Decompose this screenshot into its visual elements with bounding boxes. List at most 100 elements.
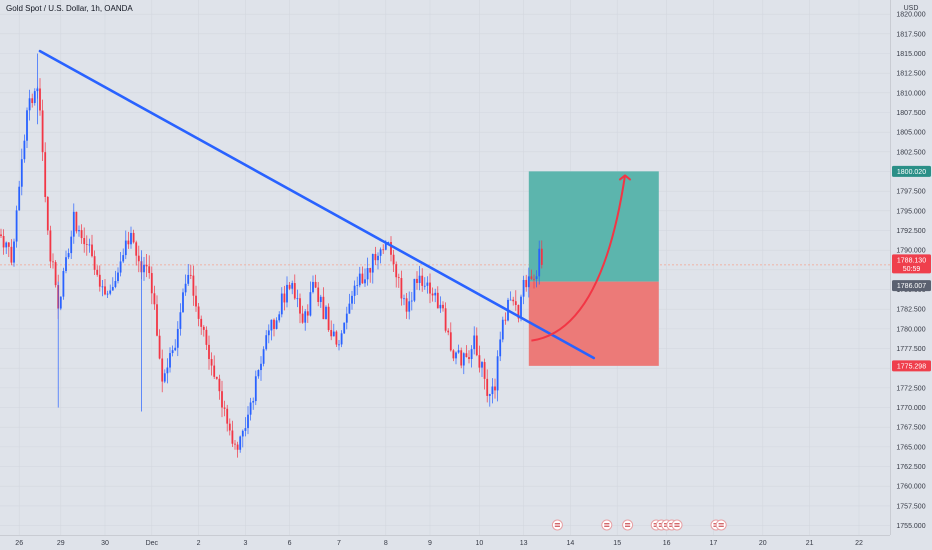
time-tick-label: 15: [613, 540, 621, 547]
candle-body: [280, 293, 283, 315]
candle-body: [106, 293, 109, 295]
candle-body: [525, 279, 528, 288]
time-tick-label: Dec: [146, 540, 159, 547]
candle-body: [215, 376, 218, 379]
candle-body: [122, 255, 125, 262]
candle-body: [228, 423, 231, 431]
time-tick-label: 6: [288, 540, 292, 547]
candle-body: [530, 276, 533, 279]
candle-body: [20, 159, 23, 187]
candle-body: [301, 313, 304, 323]
candle-body: [137, 255, 140, 262]
candle-body: [304, 311, 307, 323]
price-tick-label: 1765.000: [896, 444, 925, 451]
candle-body: [80, 230, 83, 239]
candle-body: [119, 261, 122, 273]
candle-body: [23, 140, 26, 160]
candle-body: [39, 88, 41, 111]
price-tick-label: 1820.000: [896, 12, 925, 19]
candle-body: [374, 253, 377, 261]
candle-body: [520, 296, 522, 319]
candle-body: [283, 293, 286, 303]
candle-body: [371, 253, 374, 273]
candle-body: [226, 408, 229, 424]
event-flag-icon[interactable]: [715, 519, 727, 531]
candle-body: [278, 314, 281, 321]
time-tick-label: 13: [520, 540, 528, 547]
candle-body: [31, 98, 34, 104]
candles: [0, 53, 543, 458]
time-tick-label: 17: [710, 540, 718, 547]
projection-arrow[interactable]: [531, 174, 631, 342]
candle-body: [33, 91, 36, 104]
stop-zone[interactable]: [528, 281, 659, 366]
candle-body: [174, 347, 177, 351]
candle-body: [148, 266, 151, 274]
time-axis[interactable]: [0, 535, 890, 550]
event-flags[interactable]: [551, 519, 727, 531]
candle-body: [231, 430, 234, 444]
candle-body: [234, 443, 236, 445]
arrow-curve[interactable]: [531, 175, 626, 342]
candle-body: [127, 240, 130, 245]
event-flag-icon[interactable]: [601, 519, 613, 531]
candle-body: [26, 110, 28, 141]
stop-price-text: 1775.298: [897, 363, 926, 370]
candle-body: [83, 238, 86, 245]
candle-body: [423, 285, 426, 287]
plot-background: [0, 0, 890, 535]
candle-body: [462, 353, 465, 366]
event-flag-stripe: [554, 525, 560, 527]
candle-body: [13, 241, 15, 263]
candle-body: [460, 350, 463, 366]
event-flag-stripe: [604, 523, 610, 525]
price-tick-label: 1757.500: [896, 503, 925, 510]
event-flag-icon[interactable]: [671, 519, 683, 531]
candle-body: [252, 401, 255, 403]
candle-body: [421, 275, 424, 286]
candle-body: [189, 274, 192, 276]
candle-body: [161, 358, 164, 382]
time-tick-label: 20: [759, 540, 767, 547]
time-tick-label: 16: [663, 540, 671, 547]
trendline[interactable]: [38, 49, 596, 360]
countdown-text: 50:59: [903, 266, 921, 273]
candle-body: [358, 273, 361, 286]
candle-body: [340, 333, 343, 345]
candle-body: [254, 376, 257, 402]
candle-body: [442, 304, 444, 309]
candle-body: [491, 386, 494, 395]
target-zone[interactable]: [528, 171, 659, 282]
candle-body: [348, 303, 351, 314]
entry-price-text: 1786.007: [897, 283, 926, 290]
candle-body: [124, 240, 127, 256]
candle-body: [262, 349, 265, 364]
candle-body: [296, 298, 299, 300]
candle-body: [111, 286, 114, 291]
candle-body: [236, 444, 239, 450]
chart-title: Gold Spot / U.S. Dollar, 1h, OANDA: [6, 4, 133, 13]
candle-body: [28, 98, 31, 111]
event-flag-icon[interactable]: [551, 519, 563, 531]
candle-body: [62, 270, 65, 297]
event-flag-icon[interactable]: [622, 519, 634, 531]
candle-body: [533, 278, 535, 280]
candle-body: [447, 330, 450, 333]
current-price-text: 1788.130: [897, 257, 926, 264]
candle-body: [361, 273, 364, 284]
candle-body: [413, 278, 416, 301]
candle-body: [465, 353, 468, 358]
event-flag-stripe: [625, 525, 631, 527]
position-tool[interactable]: [528, 171, 659, 366]
candle-body: [343, 322, 346, 334]
candle-body: [431, 293, 434, 296]
price-axis[interactable]: [890, 0, 932, 550]
candle-body: [2, 236, 5, 248]
candle-body: [403, 298, 405, 300]
candle-body: [145, 264, 148, 267]
time-tick-label: 2: [197, 540, 201, 547]
price-tick-label: 1807.500: [896, 110, 925, 117]
candle-body: [171, 350, 174, 354]
